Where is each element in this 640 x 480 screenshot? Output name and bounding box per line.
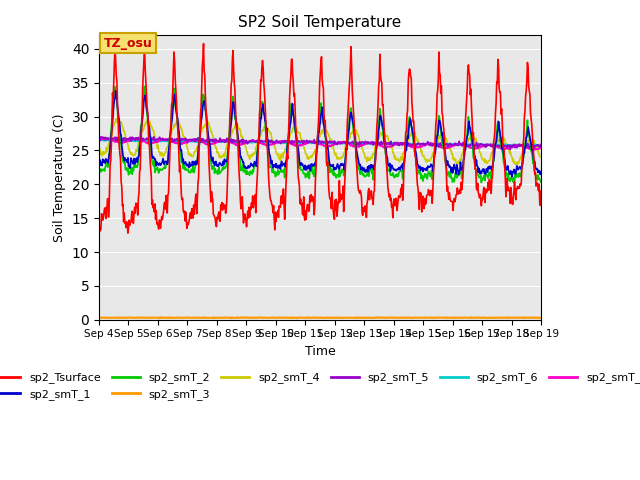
sp2_smT_3 (193, 314, 201, 320)
sp2_smT_7 (374, 142, 381, 147)
Y-axis label: Soil Temperature (C): Soil Temperature (C) (53, 113, 66, 242)
sp2_smT_1 (508, 174, 516, 180)
sp2_smT_7 (102, 135, 109, 141)
sp2_smT_1 (537, 168, 545, 174)
sp2_smT_3 (287, 314, 295, 320)
sp2_smT_5 (103, 136, 111, 142)
sp2_smT_1 (218, 163, 225, 168)
sp2_smT_6 (95, 137, 103, 143)
sp2_Tsurface (387, 195, 395, 201)
sp2_smT_7 (104, 135, 111, 141)
sp2_smT_1 (103, 158, 111, 164)
sp2_smT_3 (209, 315, 217, 321)
sp2_smT_7 (531, 147, 539, 153)
sp2_smT_7 (149, 140, 157, 146)
sp2_smT_5 (373, 140, 381, 146)
sp2_Tsurface (374, 101, 382, 107)
sp2_smT_5 (148, 135, 156, 141)
sp2_smT_5 (217, 139, 225, 144)
sp2_smT_6 (513, 143, 520, 149)
Title: SP2 Soil Temperature: SP2 Soil Temperature (238, 15, 402, 30)
sp2_smT_5 (506, 147, 514, 153)
X-axis label: Time: Time (305, 345, 335, 358)
sp2_Tsurface (103, 204, 111, 209)
sp2_smT_2 (103, 163, 111, 168)
Line: sp2_smT_2: sp2_smT_2 (99, 86, 541, 182)
sp2_smT_2 (374, 131, 381, 137)
sp2_Tsurface (200, 41, 207, 47)
sp2_smT_1 (374, 138, 381, 144)
sp2_smT_6 (387, 141, 394, 147)
sp2_smT_4 (113, 116, 120, 121)
sp2_smT_3 (537, 315, 545, 321)
sp2_smT_4 (374, 136, 381, 142)
sp2_smT_5 (537, 142, 545, 147)
sp2_smT_1 (112, 88, 120, 94)
sp2_smT_7 (218, 138, 225, 144)
sp2_smT_7 (387, 144, 394, 150)
sp2_smT_3 (218, 315, 225, 321)
sp2_smT_3 (95, 315, 103, 321)
sp2_smT_2 (141, 84, 148, 89)
Text: TZ_osu: TZ_osu (104, 36, 152, 50)
sp2_Tsurface (149, 205, 157, 211)
sp2_smT_3 (374, 315, 382, 321)
sp2_smT_6 (149, 138, 157, 144)
sp2_smT_7 (194, 137, 202, 143)
sp2_smT_4 (95, 146, 103, 152)
sp2_smT_6 (218, 139, 225, 145)
sp2_smT_4 (218, 154, 225, 160)
sp2_smT_2 (477, 180, 485, 185)
sp2_smT_1 (95, 163, 103, 168)
sp2_smT_4 (512, 162, 520, 168)
Line: sp2_smT_7: sp2_smT_7 (99, 138, 541, 150)
Legend: sp2_Tsurface, sp2_smT_1, sp2_smT_2, sp2_smT_3, sp2_smT_4, sp2_smT_5, sp2_smT_6, : sp2_Tsurface, sp2_smT_1, sp2_smT_2, sp2_… (0, 368, 640, 404)
sp2_smT_3 (148, 315, 156, 321)
sp2_smT_6 (96, 137, 104, 143)
sp2_smT_2 (218, 168, 225, 174)
sp2_smT_7 (95, 138, 103, 144)
sp2_smT_2 (149, 161, 157, 167)
sp2_smT_6 (374, 140, 381, 146)
sp2_smT_5 (386, 142, 394, 147)
sp2_smT_3 (103, 315, 111, 321)
Line: sp2_smT_5: sp2_smT_5 (99, 135, 541, 150)
sp2_smT_5 (95, 132, 103, 138)
sp2_smT_2 (537, 179, 545, 185)
sp2_Tsurface (218, 200, 226, 205)
sp2_smT_1 (194, 152, 202, 158)
Line: sp2_smT_6: sp2_smT_6 (99, 140, 541, 146)
sp2_smT_6 (104, 137, 111, 143)
sp2_Tsurface (124, 230, 132, 236)
sp2_smT_4 (387, 140, 394, 146)
sp2_Tsurface (537, 188, 545, 194)
sp2_smT_4 (103, 148, 111, 154)
sp2_smT_2 (387, 172, 394, 178)
sp2_smT_6 (537, 142, 545, 148)
sp2_smT_1 (387, 168, 394, 174)
Line: sp2_smT_1: sp2_smT_1 (99, 91, 541, 177)
Line: sp2_smT_3: sp2_smT_3 (99, 317, 541, 318)
Line: sp2_smT_4: sp2_smT_4 (99, 119, 541, 165)
sp2_smT_4 (149, 128, 157, 133)
sp2_smT_7 (537, 144, 545, 150)
sp2_smT_2 (95, 168, 103, 174)
sp2_Tsurface (95, 230, 103, 236)
sp2_smT_4 (194, 142, 202, 147)
sp2_smT_6 (194, 139, 202, 145)
sp2_smT_2 (194, 149, 202, 155)
sp2_smT_4 (537, 155, 545, 160)
sp2_smT_1 (149, 154, 157, 160)
Line: sp2_Tsurface: sp2_Tsurface (99, 44, 541, 233)
sp2_Tsurface (194, 180, 202, 186)
sp2_smT_5 (193, 137, 201, 143)
sp2_smT_3 (387, 314, 395, 320)
